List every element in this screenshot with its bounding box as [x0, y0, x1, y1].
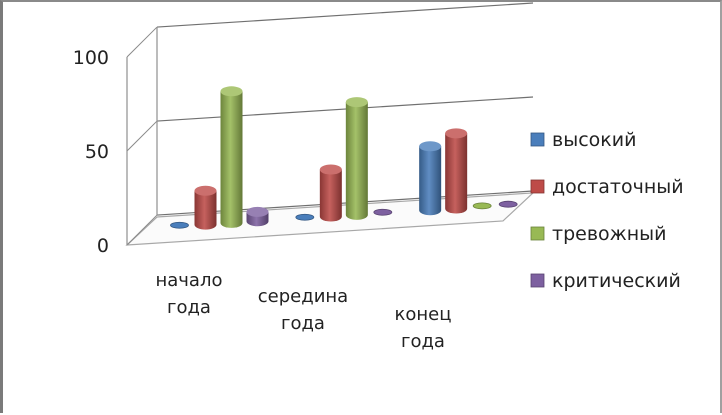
- gridline-side-100: [126, 26, 158, 58]
- category-label: конец: [395, 304, 452, 325]
- bar-zero-disc: [373, 208, 393, 216]
- bar-top: [419, 141, 442, 152]
- bar: [194, 185, 217, 230]
- gridline-side-50: [126, 120, 158, 152]
- bar: [220, 86, 243, 228]
- bar-zero-disc: [170, 221, 189, 229]
- chart-area: 0 50 100 начало года середина года конец года вы…: [73, 2, 684, 352]
- bars-group: [170, 86, 518, 230]
- bar-zero-disc: [472, 202, 492, 210]
- bar-top: [220, 86, 243, 97]
- bar-top: [319, 164, 342, 175]
- legend-item: критический: [530, 270, 681, 292]
- bar: [419, 141, 442, 216]
- category-label: года: [401, 331, 445, 352]
- bar-body: [445, 133, 468, 214]
- bar-body: [194, 190, 217, 230]
- bar: [345, 97, 368, 220]
- bar: [472, 202, 492, 210]
- bar: [498, 200, 518, 208]
- legend-item: достаточный: [530, 176, 684, 198]
- bar-body: [220, 91, 243, 228]
- bar-zero-disc: [295, 213, 315, 221]
- bar: [445, 128, 468, 214]
- legend-swatch: [530, 273, 545, 288]
- bar-body: [345, 102, 368, 220]
- legend-item: высокий: [530, 129, 636, 151]
- legend-swatch: [530, 226, 545, 241]
- bar-top: [345, 97, 368, 108]
- y-tick-label: 0: [97, 235, 109, 257]
- legend-swatch: [530, 132, 545, 147]
- legend-group: высокий достаточный тревожный критический: [530, 129, 684, 292]
- bar: [319, 164, 342, 222]
- bar-top: [246, 206, 269, 217]
- gridline-0: [156, 190, 534, 216]
- legend-label: достаточный: [552, 176, 684, 198]
- bar-body: [319, 169, 342, 222]
- bar-top: [445, 128, 468, 139]
- gridline-100: [156, 2, 534, 28]
- legend-label: критический: [552, 270, 681, 292]
- legend-label: тревожный: [552, 223, 667, 245]
- y-tick-label: 100: [73, 47, 109, 69]
- category-label: середина: [258, 286, 348, 307]
- bar: [246, 206, 269, 227]
- gridline-side-0: [126, 214, 158, 246]
- bar-body: [419, 146, 442, 216]
- y-tick-label: 50: [85, 141, 109, 163]
- labels-group: 0 50 100 начало года середина года конец года: [73, 47, 452, 352]
- bar: [295, 213, 315, 221]
- bar: [373, 208, 393, 216]
- legend-item: тревожный: [530, 223, 667, 245]
- category-label: года: [167, 297, 211, 318]
- category-label: начало: [156, 270, 223, 291]
- bar-zero-disc: [498, 200, 518, 208]
- gridline-50: [156, 96, 534, 122]
- bar-top: [194, 185, 217, 196]
- bar: [170, 221, 189, 229]
- legend-label: высокий: [552, 129, 636, 151]
- category-label: года: [281, 313, 325, 334]
- legend-swatch: [530, 179, 545, 194]
